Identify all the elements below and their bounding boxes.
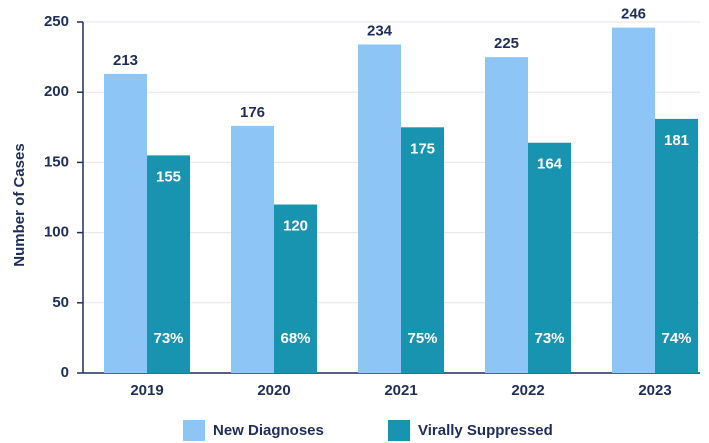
bar: [147, 155, 190, 373]
percent-label: 73%: [153, 330, 183, 347]
y-tick-label: 0: [61, 364, 69, 381]
data-label: 164: [537, 156, 563, 173]
x-tick-label: 2022: [511, 382, 544, 399]
percent-label: 74%: [661, 330, 691, 347]
data-label: 225: [494, 35, 519, 52]
percent-label: 73%: [534, 330, 564, 347]
y-axis-label: Number of Cases: [11, 143, 28, 266]
legend-label: New Diagnoses: [213, 422, 324, 439]
data-label: 175: [410, 140, 435, 157]
data-label: 120: [283, 217, 308, 234]
data-label: 155: [156, 168, 181, 185]
x-tick-label: 2019: [130, 382, 163, 399]
x-tick-label: 2020: [257, 382, 290, 399]
y-tick-label: 200: [44, 83, 69, 100]
bar: [485, 57, 528, 373]
legend-swatch: [183, 420, 205, 441]
x-tick-label: 2023: [638, 382, 671, 399]
data-label: 213: [113, 52, 138, 69]
bar: [612, 27, 655, 374]
data-label: 176: [240, 104, 265, 121]
y-tick-label: 250: [44, 13, 69, 30]
x-tick-label: 2021: [384, 382, 417, 399]
bar: [274, 204, 317, 373]
y-tick-label: 100: [44, 224, 69, 241]
y-tick-label: 50: [52, 294, 69, 311]
bar: [231, 125, 274, 374]
percent-label: 75%: [407, 330, 437, 347]
data-label: 181: [664, 132, 689, 149]
percent-label: 68%: [280, 330, 310, 347]
bar: [104, 73, 147, 373]
data-label: 234: [367, 22, 393, 39]
y-tick-label: 150: [44, 153, 69, 170]
data-label: 246: [621, 6, 646, 23]
legend-swatch: [388, 420, 410, 441]
bar: [655, 118, 698, 373]
legend-label: Virally Suppressed: [418, 422, 553, 439]
bar: [401, 127, 444, 373]
bar: [358, 44, 401, 374]
bar: [528, 142, 571, 373]
